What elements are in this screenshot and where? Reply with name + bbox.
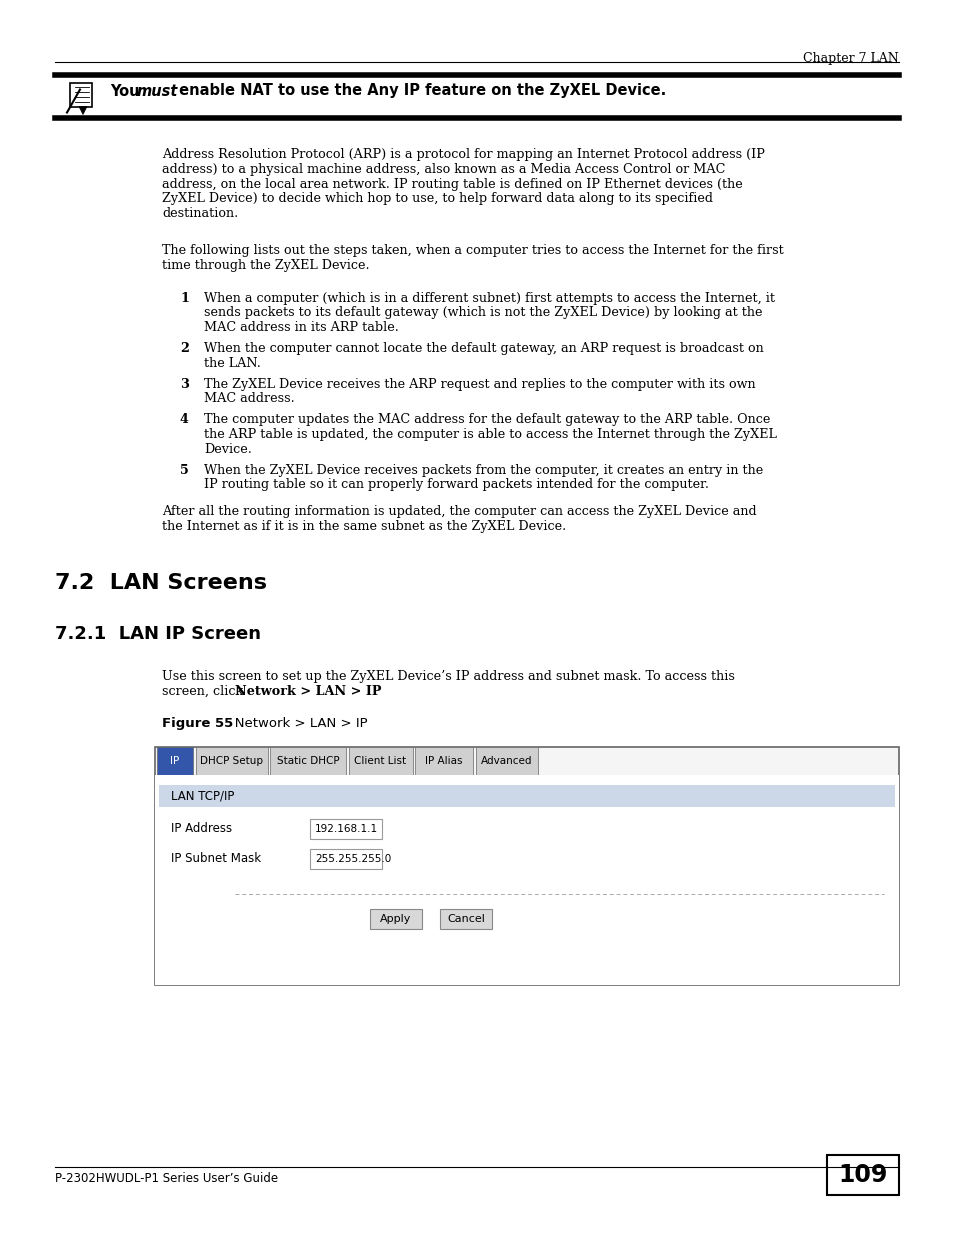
FancyBboxPatch shape bbox=[826, 1155, 898, 1195]
Text: address) to a physical machine address, also known as a Media Access Control or : address) to a physical machine address, … bbox=[162, 163, 724, 175]
Text: 3: 3 bbox=[180, 378, 189, 390]
FancyBboxPatch shape bbox=[310, 819, 381, 839]
Text: The computer updates the MAC address for the default gateway to the ARP table. O: The computer updates the MAC address for… bbox=[204, 414, 770, 426]
Text: destination.: destination. bbox=[162, 207, 238, 220]
Text: You: You bbox=[110, 84, 145, 99]
Text: Cancel: Cancel bbox=[447, 914, 484, 924]
Text: must: must bbox=[137, 84, 178, 99]
Text: MAC address in its ARP table.: MAC address in its ARP table. bbox=[204, 321, 398, 335]
Text: address, on the local area network. IP routing table is defined on IP Ethernet d: address, on the local area network. IP r… bbox=[162, 178, 742, 190]
Text: IP Address: IP Address bbox=[171, 823, 232, 835]
Text: the ARP table is updated, the computer is able to access the Internet through th: the ARP table is updated, the computer i… bbox=[204, 429, 776, 441]
FancyBboxPatch shape bbox=[348, 747, 412, 774]
FancyBboxPatch shape bbox=[154, 747, 898, 984]
Text: Figure 55: Figure 55 bbox=[162, 716, 233, 730]
FancyBboxPatch shape bbox=[70, 83, 91, 106]
FancyBboxPatch shape bbox=[439, 909, 492, 929]
Text: screen, click: screen, click bbox=[162, 684, 247, 698]
Text: When the ZyXEL Device receives packets from the computer, it creates an entry in: When the ZyXEL Device receives packets f… bbox=[204, 463, 762, 477]
Text: IP Subnet Mask: IP Subnet Mask bbox=[171, 852, 261, 864]
Text: Network > LAN > IP: Network > LAN > IP bbox=[222, 716, 367, 730]
Text: IP routing table so it can properly forward packets intended for the computer.: IP routing table so it can properly forw… bbox=[204, 478, 708, 492]
Text: Client List: Client List bbox=[355, 756, 406, 766]
Text: Address Resolution Protocol (ARP) is a protocol for mapping an Internet Protocol: Address Resolution Protocol (ARP) is a p… bbox=[162, 148, 764, 161]
Text: 255.255.255.0: 255.255.255.0 bbox=[314, 853, 391, 863]
Text: 7.2.1  LAN IP Screen: 7.2.1 LAN IP Screen bbox=[55, 625, 261, 642]
Text: The ZyXEL Device receives the ARP request and replies to the computer with its o: The ZyXEL Device receives the ARP reques… bbox=[204, 378, 755, 390]
Text: Chapter 7 LAN: Chapter 7 LAN bbox=[802, 52, 898, 65]
FancyBboxPatch shape bbox=[157, 747, 193, 774]
Text: DHCP Setup: DHCP Setup bbox=[200, 756, 263, 766]
Text: 109: 109 bbox=[838, 1163, 886, 1187]
Text: 7.2  LAN Screens: 7.2 LAN Screens bbox=[55, 573, 267, 593]
FancyBboxPatch shape bbox=[415, 747, 473, 774]
Text: Apply: Apply bbox=[380, 914, 412, 924]
Text: the Internet as if it is in the same subnet as the ZyXEL Device.: the Internet as if it is in the same sub… bbox=[162, 520, 566, 534]
Polygon shape bbox=[79, 106, 87, 115]
Text: 192.168.1.1: 192.168.1.1 bbox=[314, 824, 377, 834]
Text: 2: 2 bbox=[180, 342, 189, 354]
Text: 5: 5 bbox=[180, 463, 189, 477]
Text: Static DHCP: Static DHCP bbox=[276, 756, 339, 766]
Text: time through the ZyXEL Device.: time through the ZyXEL Device. bbox=[162, 259, 369, 272]
Text: ZyXEL Device) to decide which hop to use, to help forward data along to its spec: ZyXEL Device) to decide which hop to use… bbox=[162, 193, 712, 205]
Text: .: . bbox=[341, 684, 346, 698]
FancyBboxPatch shape bbox=[159, 784, 894, 806]
FancyBboxPatch shape bbox=[310, 848, 381, 868]
FancyBboxPatch shape bbox=[195, 747, 267, 774]
Text: After all the routing information is updated, the computer can access the ZyXEL : After all the routing information is upd… bbox=[162, 505, 756, 519]
Text: LAN TCP/IP: LAN TCP/IP bbox=[171, 789, 234, 802]
Text: The following lists out the steps taken, when a computer tries to access the Int: The following lists out the steps taken,… bbox=[162, 245, 783, 257]
FancyBboxPatch shape bbox=[270, 747, 346, 774]
Text: When a computer (which is in a different subnet) first attempts to access the In: When a computer (which is in a different… bbox=[204, 291, 774, 305]
Text: When the computer cannot locate the default gateway, an ARP request is broadcast: When the computer cannot locate the defa… bbox=[204, 342, 763, 354]
Text: MAC address.: MAC address. bbox=[204, 393, 294, 405]
Text: sends packets to its default gateway (which is not the ZyXEL Device) by looking : sends packets to its default gateway (wh… bbox=[204, 306, 761, 320]
Text: 4: 4 bbox=[180, 414, 189, 426]
Text: IP: IP bbox=[171, 756, 179, 766]
Text: Advanced: Advanced bbox=[480, 756, 532, 766]
Text: P-2302HWUDL-P1 Series User’s Guide: P-2302HWUDL-P1 Series User’s Guide bbox=[55, 1172, 278, 1186]
FancyBboxPatch shape bbox=[154, 774, 898, 984]
Text: Use this screen to set up the ZyXEL Device’s IP address and subnet mask. To acce: Use this screen to set up the ZyXEL Devi… bbox=[162, 669, 734, 683]
Text: IP Alias: IP Alias bbox=[425, 756, 462, 766]
Text: 1: 1 bbox=[180, 291, 189, 305]
Text: Device.: Device. bbox=[204, 443, 252, 456]
Text: Network > LAN > IP: Network > LAN > IP bbox=[234, 684, 381, 698]
FancyBboxPatch shape bbox=[370, 909, 421, 929]
Text: the LAN.: the LAN. bbox=[204, 357, 260, 369]
Text: enable NAT to use the Any IP feature on the ZyXEL Device.: enable NAT to use the Any IP feature on … bbox=[173, 84, 665, 99]
FancyBboxPatch shape bbox=[475, 747, 537, 774]
